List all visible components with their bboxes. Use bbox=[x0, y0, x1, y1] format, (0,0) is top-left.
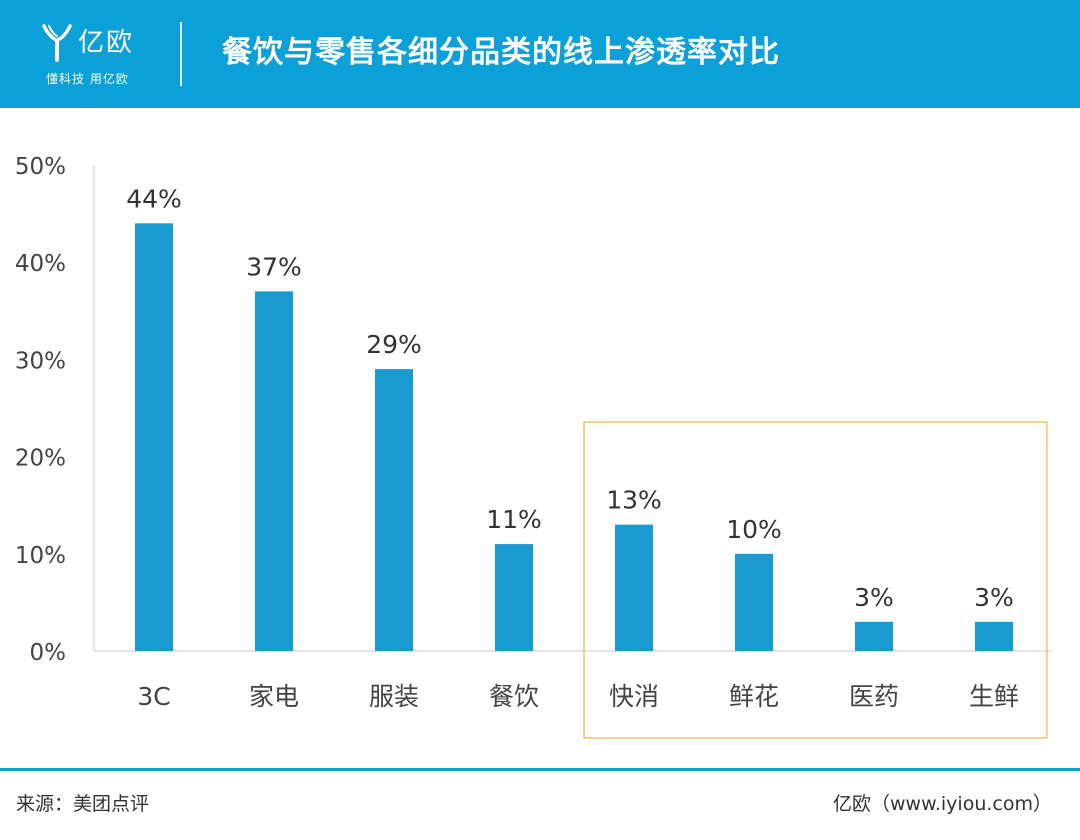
data-label: 29% bbox=[366, 330, 422, 359]
data-label: 44% bbox=[126, 184, 182, 213]
page-title: 餐饮与零售各细分品类的线上渗透率对比 bbox=[222, 35, 780, 70]
x-tick-label: 家电 bbox=[249, 682, 299, 711]
yiou-logo-icon bbox=[42, 24, 72, 62]
header-divider bbox=[180, 22, 182, 86]
data-label: 11% bbox=[486, 505, 542, 534]
y-tick-label: 0% bbox=[30, 640, 67, 666]
x-tick-label: 快消 bbox=[609, 682, 659, 711]
bar-5 bbox=[615, 524, 653, 651]
bar-1 bbox=[135, 223, 173, 651]
x-tick-label: 3C bbox=[137, 682, 170, 711]
y-tick-label: 30% bbox=[15, 348, 66, 374]
x-tick-label: 医药 bbox=[849, 682, 899, 711]
brand-credit: 亿欧（www.iyiou.com） bbox=[832, 793, 1052, 815]
bar-7 bbox=[855, 621, 893, 651]
y-tick-label: 10% bbox=[15, 543, 66, 569]
header-banner: 亿欧 懂科技 用亿欧 餐饮与零售各细分品类的线上渗透率对比 bbox=[0, 0, 1080, 108]
highlight-box bbox=[583, 421, 1048, 739]
data-label: 13% bbox=[606, 486, 662, 515]
logo-slogan: 懂科技 用亿欧 bbox=[46, 72, 129, 86]
source-note: 来源：美团点评 bbox=[16, 793, 150, 815]
footer-divider bbox=[0, 768, 1080, 771]
y-tick-label: 40% bbox=[15, 251, 66, 277]
y-tick-label: 50% bbox=[15, 154, 66, 180]
bar-2 bbox=[255, 291, 293, 651]
bar-8 bbox=[975, 621, 1013, 651]
data-label: 3% bbox=[974, 583, 1014, 612]
logo-name: 亿欧 bbox=[78, 28, 135, 58]
y-tick-label: 20% bbox=[15, 446, 66, 472]
x-tick-label: 生鲜 bbox=[969, 682, 1019, 711]
data-label: 10% bbox=[726, 515, 782, 544]
x-tick-label: 鲜花 bbox=[729, 682, 779, 711]
bar-4 bbox=[495, 544, 533, 651]
bar-6 bbox=[735, 553, 773, 651]
bar-chart: 0% 10% 20% 30% 40% 50% 44% 3C 37% 家电 29% 服装 11% 餐饮 13%… bbox=[15, 154, 1052, 739]
x-tick-label: 餐饮 bbox=[489, 682, 539, 711]
bar-3 bbox=[375, 369, 413, 651]
x-tick-label: 服装 bbox=[369, 682, 419, 711]
data-label: 3% bbox=[854, 583, 894, 612]
data-label: 37% bbox=[246, 252, 302, 281]
